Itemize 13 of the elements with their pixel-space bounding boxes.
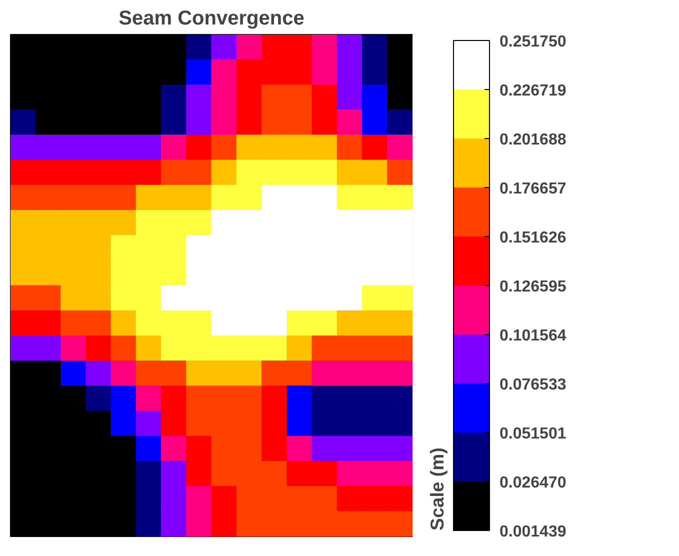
color-bar-label: 0.176657 <box>500 180 566 198</box>
color-bar-title: Scale (m) <box>426 448 448 530</box>
color-bar-label: 0.101564 <box>500 328 566 344</box>
color-bar-label: 0.076533 <box>500 376 566 394</box>
color-bar-label: 0.151626 <box>500 230 566 246</box>
color-bar-label: 0.251750 <box>500 34 566 50</box>
color-bar-label: 0.126595 <box>500 278 566 296</box>
color-bar-label: 0.051501 <box>500 426 566 442</box>
color-bar-label: 0.001439 <box>500 524 566 540</box>
chart-title: Seam Convergence <box>118 8 304 30</box>
color-bar-label: 0.226719 <box>500 82 566 100</box>
color-bar-label: 0.201688 <box>500 132 566 148</box>
color-bar-label: 0.026470 <box>500 474 566 492</box>
